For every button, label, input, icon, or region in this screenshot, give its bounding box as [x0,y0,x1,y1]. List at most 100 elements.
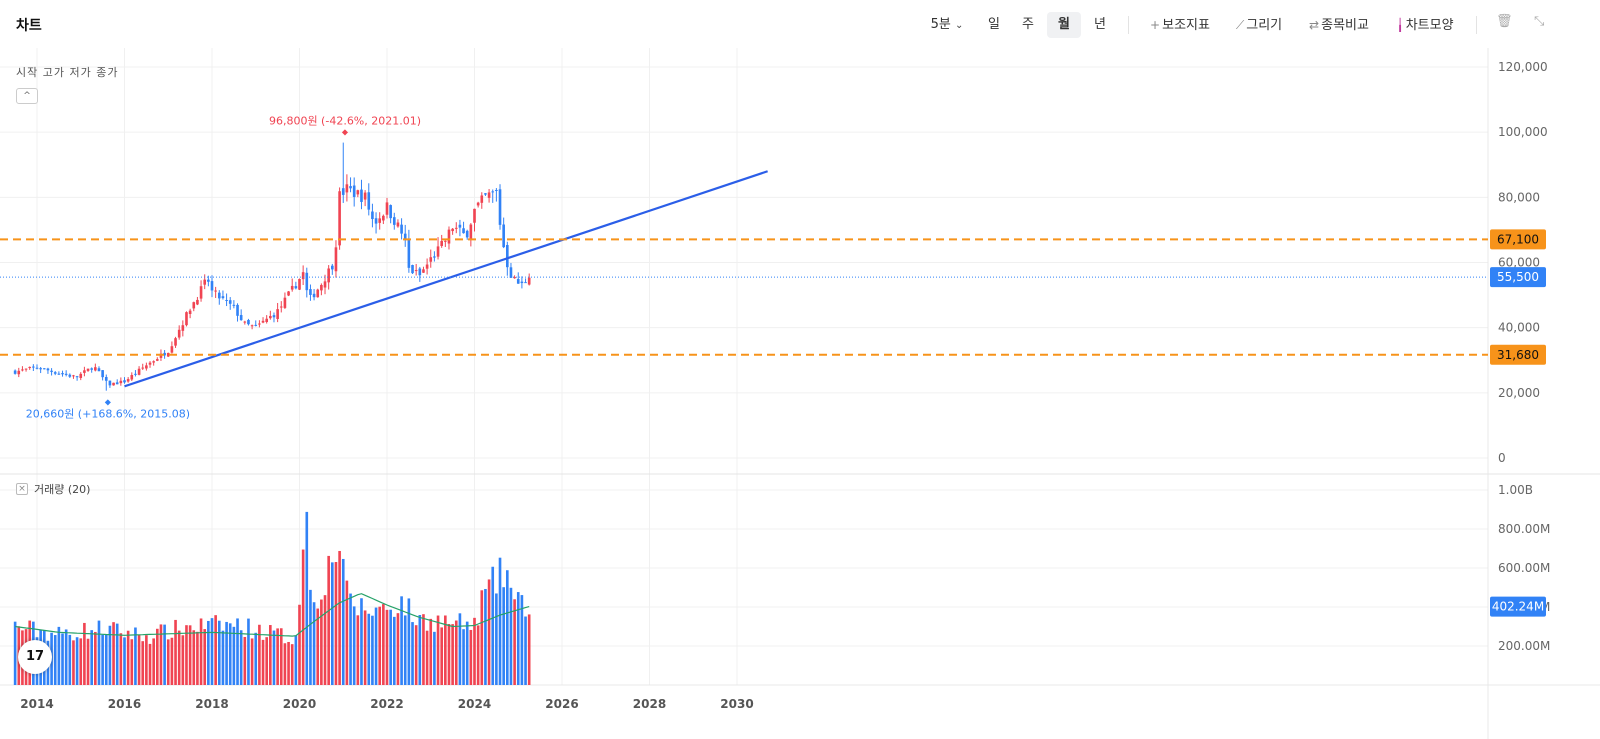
time-tick-label: 2028 [633,697,666,711]
volume-bar [444,615,447,685]
time-tick-label: 2030 [720,697,753,711]
volume-bar [86,638,90,685]
candle-body [484,193,487,195]
period-day-label: 일 [988,17,1000,32]
volume-bar [425,630,429,685]
volume-bar [305,511,309,685]
volume-ma-line [15,593,530,637]
volume-bar [367,613,371,685]
volume-bar [345,580,349,685]
volume-bar [371,615,374,685]
candle-body [126,379,130,382]
candle-body [396,222,400,227]
candle-body [473,208,476,223]
price-tick-label: 100,000 [1498,125,1548,139]
candle-body [454,227,458,229]
volume-bar [462,629,465,685]
candle-body [392,217,396,225]
volume-bar [141,641,145,685]
volume-bar [250,638,254,685]
chart-shape-button[interactable]: ╽ 차트모양 [1386,12,1464,38]
candle-body [75,376,79,378]
volume-bar [520,595,524,685]
volume-ma-path [15,593,530,637]
candle-body [414,270,418,272]
volume-bar [228,623,232,685]
volume-bar [221,630,225,685]
period-tab-week[interactable]: 주 [1014,12,1042,38]
candle-body [363,192,367,200]
candle-body [166,352,170,357]
volume-bar [447,623,451,685]
volume-bar [130,639,134,685]
volume-bar [312,602,316,685]
volume-bar [115,623,119,685]
plus-icon: + [1150,18,1161,32]
candle-body [298,278,301,290]
candle-body [513,277,516,279]
candle-body [451,228,454,232]
time-tick-label: 2024 [458,697,491,711]
volume-bar [429,618,433,685]
trash-icon[interactable]: 🗑 [1496,14,1513,29]
compare-button[interactable]: ⇄ 종목비교 [1300,12,1378,38]
candle-body [104,377,108,381]
volume-bar [64,629,68,685]
volume-bar [451,624,454,685]
candle-body [57,373,61,375]
time-tick-label: 2014 [20,697,53,711]
volume-bar [327,555,330,685]
candle-body [462,228,465,234]
candle-body [305,272,309,291]
candle-body [188,310,192,314]
draw-button[interactable]: ⟋ 그리기 [1226,12,1292,38]
candle-body [32,366,35,368]
volume-bar [265,637,268,685]
candle-body [422,269,425,273]
volume-bar [210,618,214,685]
candle-body [425,264,429,269]
candle-body [199,286,203,299]
candlesticks [13,142,531,391]
volume-bar [94,631,97,685]
volume-bar [181,635,185,685]
period-tab-year[interactable]: 년 [1086,12,1114,38]
candle-body [374,218,378,224]
price-tick-label: 80,000 [1498,190,1540,204]
candle-body [232,304,236,306]
volume-bar [163,624,166,685]
volume-bar [414,625,418,685]
indicator-button[interactable]: + 보조지표 [1142,12,1218,38]
candle-body [287,291,290,296]
interval-dropdown[interactable]: 5분 ⌄ [926,12,968,38]
candle-body [498,189,502,225]
volume-bar [473,617,476,685]
volume-bar [177,630,181,685]
candle-body [338,191,341,246]
candle-body [341,188,345,195]
volume-bar [502,587,505,685]
close-icon[interactable]: × [16,483,28,495]
collapse-icon[interactable]: ⤡ [1534,14,1545,29]
volume-bar [480,590,484,685]
candle-body [97,368,101,372]
volume-bar [363,610,367,685]
volume-tick-label: 1.00B [1498,483,1533,497]
indicator-label: 보조지표 [1162,18,1210,33]
candle-body [316,289,320,298]
price-tick-label: 0 [1498,451,1506,465]
time-tick-label: 2016 [108,697,141,711]
volume-bar [272,630,276,685]
candle-body [83,370,86,373]
legend-collapse-button[interactable]: ^ [16,88,38,104]
candle-body [21,369,24,371]
volume-bar [75,637,79,685]
candle-body [137,368,141,375]
page-title: 차트 [16,18,42,34]
period-tab-day[interactable]: 일 [980,12,1008,38]
volume-bar [433,631,436,685]
period-tab-month[interactable]: 월 [1047,12,1081,38]
volume-bar [236,618,239,685]
volume-bar [374,607,378,685]
